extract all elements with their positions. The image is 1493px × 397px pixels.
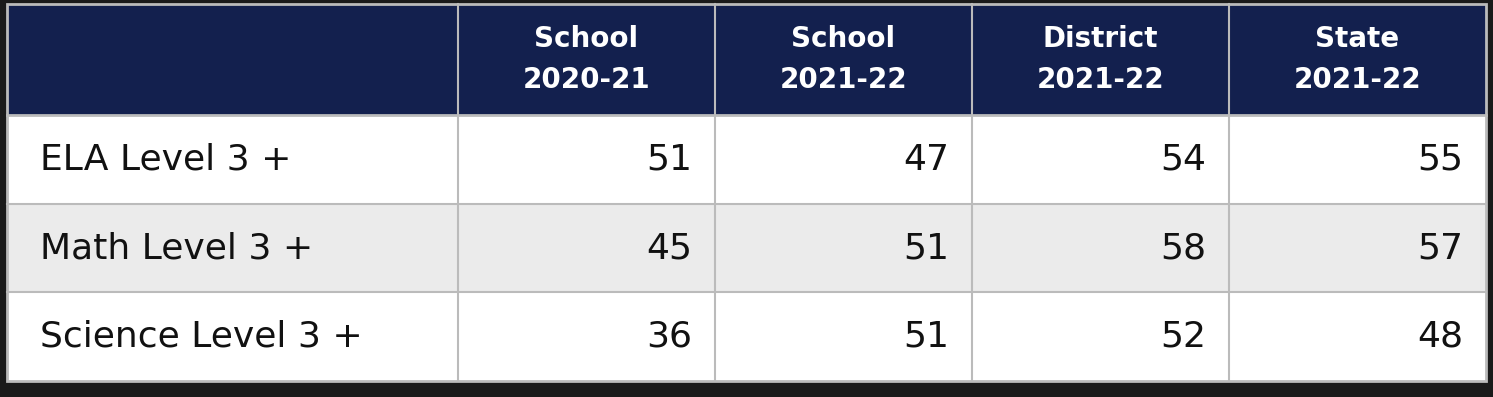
Bar xyxy=(1229,204,1486,293)
Text: District
2021-22: District 2021-22 xyxy=(1036,25,1165,94)
Bar xyxy=(458,115,715,204)
Text: 57: 57 xyxy=(1417,231,1463,265)
Bar xyxy=(7,115,458,204)
Bar xyxy=(972,4,1229,115)
Text: ELA Level 3 +: ELA Level 3 + xyxy=(40,143,291,177)
Text: 45: 45 xyxy=(646,231,693,265)
Bar xyxy=(715,204,972,293)
Text: 36: 36 xyxy=(646,320,693,354)
Text: 52: 52 xyxy=(1160,320,1206,354)
Text: School
2020-21: School 2020-21 xyxy=(523,25,649,94)
Bar xyxy=(972,204,1229,293)
Bar xyxy=(458,293,715,381)
Bar xyxy=(7,4,458,115)
Text: 51: 51 xyxy=(903,231,950,265)
Text: 55: 55 xyxy=(1417,143,1463,177)
Bar xyxy=(715,115,972,204)
Bar xyxy=(7,204,458,293)
Bar xyxy=(1229,4,1486,115)
Text: 48: 48 xyxy=(1417,320,1463,354)
Bar xyxy=(972,115,1229,204)
Bar xyxy=(1229,115,1486,204)
Bar xyxy=(715,293,972,381)
Text: School
2021-22: School 2021-22 xyxy=(779,25,908,94)
Bar xyxy=(458,204,715,293)
Text: State
2021-22: State 2021-22 xyxy=(1293,25,1421,94)
Bar xyxy=(1229,293,1486,381)
Text: Math Level 3 +: Math Level 3 + xyxy=(40,231,314,265)
Text: 51: 51 xyxy=(646,143,693,177)
Bar xyxy=(972,293,1229,381)
Text: 54: 54 xyxy=(1160,143,1206,177)
Text: Science Level 3 +: Science Level 3 + xyxy=(40,320,363,354)
Text: 51: 51 xyxy=(903,320,950,354)
Bar xyxy=(715,4,972,115)
Bar xyxy=(458,4,715,115)
Bar xyxy=(7,293,458,381)
Text: 47: 47 xyxy=(903,143,950,177)
Text: 58: 58 xyxy=(1160,231,1206,265)
